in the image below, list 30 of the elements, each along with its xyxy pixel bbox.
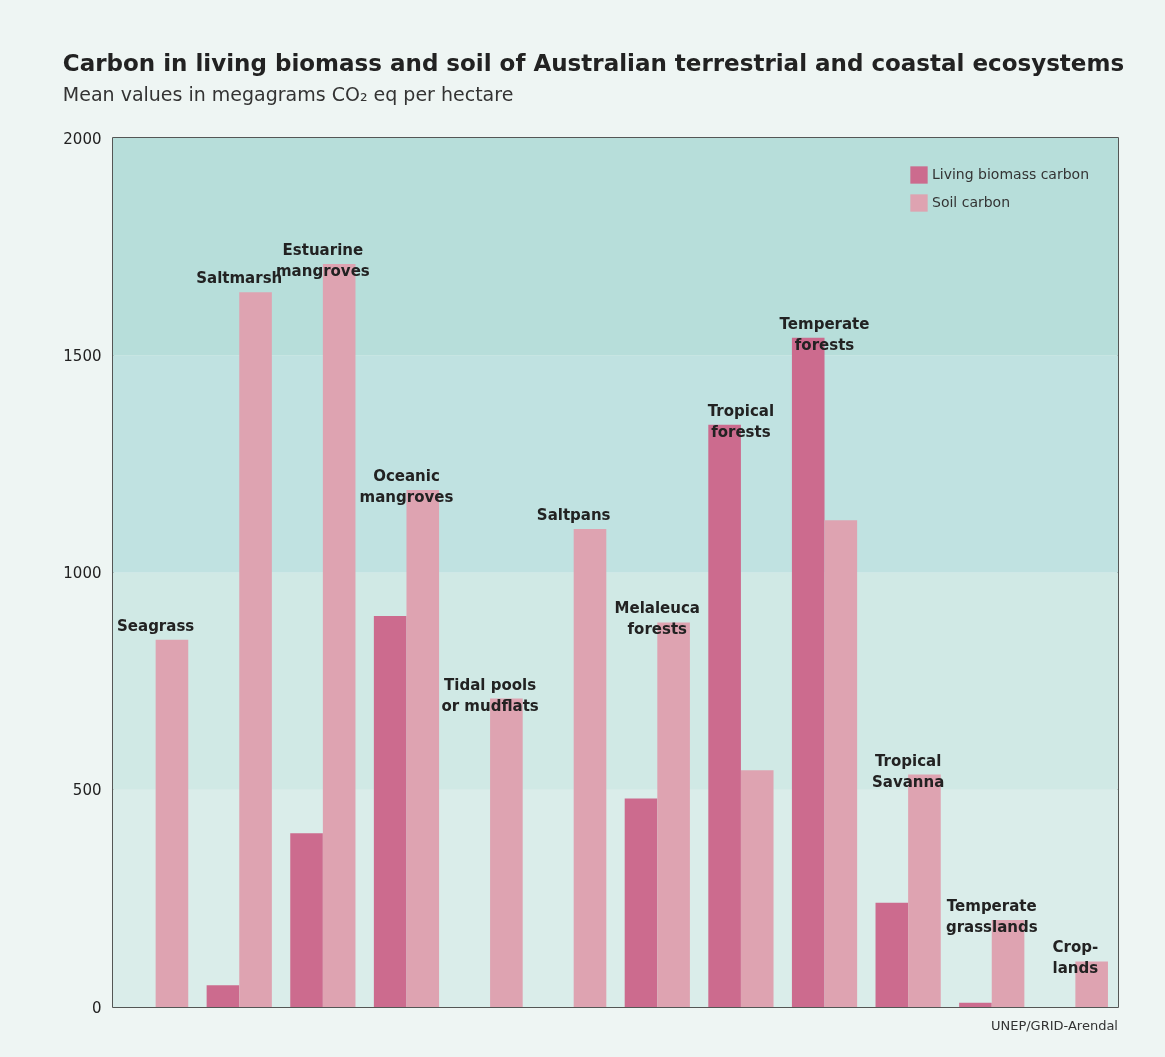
bar [206,985,240,1007]
x-tick-label: Temperate grasslands [945,897,1038,937]
x-tick-label: Temperate forests [779,314,870,354]
bar [239,292,272,1007]
bar [624,798,658,1007]
y-tick-label: 1000 [63,564,102,582]
legend-label: Living biomass carbon [932,166,1090,182]
x-tick-label: Saltpans [536,506,611,525]
x-tick-label: Tropical Savanna [871,751,945,791]
bar [740,770,774,1007]
bar [573,529,607,1007]
bar [373,615,407,1007]
x-tick-label: Oceanic mangroves [359,466,454,506]
bar [824,520,858,1007]
x-tick-label: Melaleuca forests [614,599,700,639]
y-tick-label: 500 [72,781,102,800]
x-tick-label: Seagrass [117,616,195,635]
y-tick-label: 0 [91,998,102,1017]
y-tick-label: 1500 [63,346,102,365]
bar [959,1002,992,1007]
text: UNEP/GRID-Arendal [990,1018,1118,1033]
chart-title: Carbon in living biomass and soil of Australian terrestrial and coastal ecosystems [62,50,1125,76]
bar [155,639,189,1007]
bar [290,833,323,1007]
x-tick-label: Crop- lands [1052,938,1099,978]
x-tick-label: Tidal pools or mudflats [441,675,539,715]
y-tick-label: 2000 [63,129,102,148]
legend-label: Soil carbon [932,194,1011,210]
chart-subtitle: Mean values in megagrams CO₂ eq per hectare [62,83,514,105]
bar [875,902,909,1007]
